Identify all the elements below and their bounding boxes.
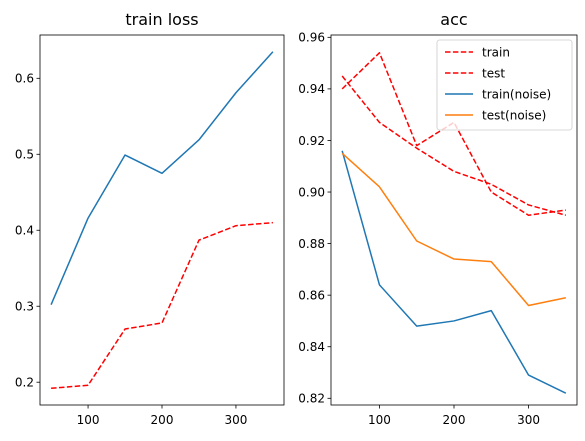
y-tick-label: 0.94 [298, 82, 325, 96]
legend-label: test [482, 66, 505, 80]
series-line-train-noise- [341, 150, 567, 394]
series-line-2 [51, 221, 273, 390]
x-tick-label: 300 [224, 413, 247, 427]
chart-title: acc [440, 10, 467, 29]
x-tick-label: 200 [151, 413, 174, 427]
series-line-train [341, 52, 566, 216]
x-tick-label: 100 [368, 413, 391, 427]
x-tick-label: 300 [517, 413, 540, 427]
chart-1: 100 200 300 0.2 0.3 0.4 0.5 0.6 train loss [15, 10, 285, 427]
y-tick-label: 0.6 [15, 72, 34, 86]
y-tick-label: 0.4 [15, 224, 34, 238]
series-line-test [341, 75, 567, 216]
legend-box [436, 39, 573, 131]
y-tick-label: 0.88 [298, 237, 325, 251]
x-tick-label: 200 [443, 413, 466, 427]
y-tick-label: 0.5 [15, 148, 34, 162]
chart-2: 100 200 300 0.82 0.84 0.86 0.88 0.90 0.92 0.94 0.9… [298, 10, 578, 427]
legend: train test train(noise) test(noise) [436, 39, 573, 131]
series-line-1 [50, 51, 274, 306]
y-tick-label: 0.84 [298, 340, 325, 354]
legend-label: test(noise) [482, 108, 546, 122]
y-tick-label: 0.96 [298, 31, 325, 45]
y-tick-label: 0.2 [15, 376, 34, 390]
y-tick-label: 0.90 [298, 185, 325, 199]
y-tick-label: 0.3 [15, 300, 34, 314]
legend-label: train [482, 45, 510, 59]
y-tick-label: 0.86 [298, 288, 325, 302]
chart-title: train loss [125, 10, 198, 29]
y-tick-label: 0.82 [298, 392, 325, 406]
plot-frame [39, 34, 285, 406]
legend-label: train(noise) [482, 87, 551, 101]
x-tick-label: 100 [77, 413, 100, 427]
series-line-test-noise- [341, 152, 566, 307]
y-tick-label: 0.92 [298, 134, 325, 148]
